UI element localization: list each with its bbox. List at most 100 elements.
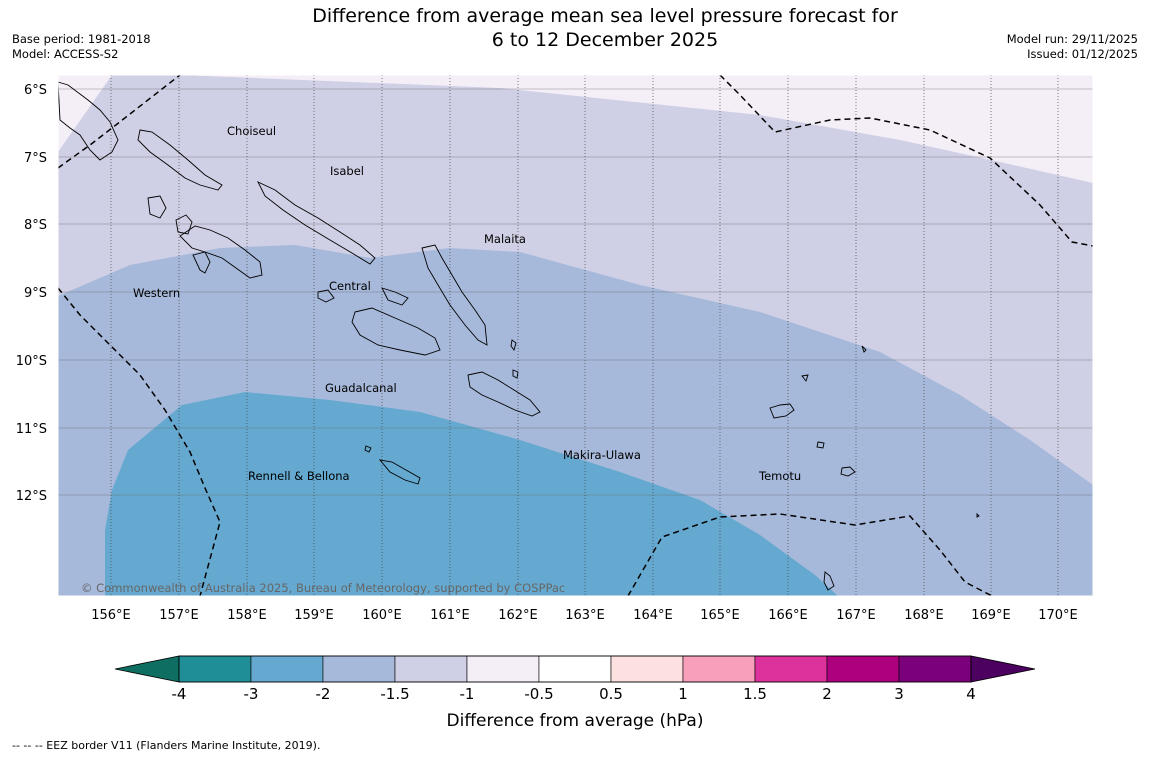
island-outlines <box>57 81 980 591</box>
lon-label-170e: 170°E <box>1038 608 1078 623</box>
lon-label-169e: 169°E <box>971 608 1011 623</box>
lat-label-12s: 12°S <box>16 489 47 504</box>
lon-label-167e: 167°E <box>836 608 876 623</box>
island-bougainville <box>57 81 119 161</box>
island-russell <box>381 287 409 306</box>
island-rennell <box>378 459 421 485</box>
lon-label-156e: 156°E <box>91 608 131 623</box>
latitude-axis: 6°S 7°S 8°S 9°S 10°S 11°S 12°S <box>16 83 47 504</box>
lon-label-168e: 168°E <box>904 608 944 623</box>
model-name: Model: ACCESS-S2 <box>12 47 119 61</box>
eez-border-east <box>719 74 1094 247</box>
lon-label-162e: 162°E <box>498 608 538 623</box>
colorbar-tick-label: 0.5 <box>599 685 623 703</box>
region-label-central: Central <box>329 279 371 293</box>
lat-label-10s: 10°S <box>16 354 47 369</box>
region-label-temotu: Temotu <box>758 469 801 483</box>
colorbar-tick-label: -1.5 <box>380 685 409 703</box>
lon-label-165e: 165°E <box>700 608 740 623</box>
colorbar-swatch <box>826 655 900 683</box>
colorbar-swatch <box>610 655 684 683</box>
island-duff <box>861 345 867 353</box>
eez-borders <box>57 74 1094 597</box>
eez-footnote: -- -- -- EEZ border V11 (Flanders Marine… <box>12 739 321 752</box>
island-isabel <box>257 181 376 265</box>
lon-label-157e: 157°E <box>159 608 199 623</box>
island-makira <box>467 371 541 417</box>
lat-label-9s: 9°S <box>24 286 47 301</box>
title-line-1: Difference from average mean sea level p… <box>312 5 898 27</box>
lon-label-158e: 158°E <box>227 608 267 623</box>
region-label-choiseul: Choiseul <box>227 124 276 138</box>
colorbar-tick-label: -4 <box>172 685 187 703</box>
island-ulawa <box>512 369 519 379</box>
island-vella-lavella <box>147 195 167 219</box>
lat-label-6s: 6°S <box>24 83 47 98</box>
eez-border-south <box>627 513 993 597</box>
colorbar-swatches <box>178 655 972 683</box>
island-kolombangara <box>175 214 193 235</box>
island-anuta <box>823 571 835 591</box>
region-label-guadalcanal: Guadalcanal <box>325 381 397 395</box>
region-label-western: Western <box>133 286 180 300</box>
region-label-isabel: Isabel <box>330 164 364 178</box>
latitude-gridlines <box>58 88 1093 496</box>
lat-label-11s: 11°S <box>16 422 47 437</box>
colorbar-swatch <box>250 655 324 683</box>
colorbar-tick-label: 2 <box>822 685 832 703</box>
issued-date: Issued: 01/12/2025 <box>1027 47 1138 61</box>
lat-label-7s: 7°S <box>24 151 47 166</box>
island-reef-islands <box>801 374 809 382</box>
colorbar-swatch <box>466 655 540 683</box>
base-period: Base period: 1981-2018 <box>12 32 151 46</box>
island-choiseul <box>137 129 223 191</box>
lon-label-163e: 163°E <box>565 608 605 623</box>
eez-border-west <box>57 287 221 597</box>
island-small-malaita <box>510 339 517 351</box>
colorbar-title: Difference from average (hPa) <box>447 711 704 731</box>
colorbar-tick-label: -3 <box>244 685 259 703</box>
map-title: Difference from average mean sea level p… <box>230 4 980 52</box>
colorbar-tick-label: 1.5 <box>743 685 767 703</box>
colorbar-frame <box>178 655 972 683</box>
colorbar-tick-label: -1 <box>460 685 475 703</box>
lon-label-164e: 164°E <box>633 608 673 623</box>
region-label-makira-ulawa: Makira-Ulawa <box>563 448 641 462</box>
island-rendova <box>192 251 211 274</box>
meta-right: Model run: 29/11/2025 Issued: 01/12/2025 <box>1007 32 1138 62</box>
meta-left: Base period: 1981-2018 Model: ACCESS-S2 <box>12 32 151 62</box>
title-line-2: 6 to 12 December 2025 <box>491 29 719 51</box>
lon-label-161e: 161°E <box>430 608 470 623</box>
lon-label-166e: 166°E <box>768 608 808 623</box>
island-tikopia <box>976 512 980 518</box>
eez-border-north-west <box>57 74 181 169</box>
colorbar-tick-labels: -4 -3 -2 -1.5 -1 -0.5 0.5 1 1.5 2 3 4 <box>172 685 976 703</box>
colorbar-swatch <box>754 655 828 683</box>
lon-label-160e: 160°E <box>362 608 402 623</box>
copyright-notice: © Commonwealth of Australia 2025, Bureau… <box>81 581 565 595</box>
longitude-axis: 156°E 157°E 158°E 159°E 160°E 161°E 162°… <box>91 608 1078 623</box>
region-label-malaita: Malaita <box>484 232 526 246</box>
island-guadalcanal <box>351 307 441 356</box>
colorbar-tick-label: 4 <box>966 685 976 703</box>
island-santa-cruz <box>769 403 795 419</box>
colorbar: -4 -3 -2 -1.5 -1 -0.5 0.5 1 1.5 2 3 4 Difference fr… <box>114 655 1036 731</box>
region-labels: Choiseul Isabel Malaita Western Central … <box>133 124 801 483</box>
colorbar-extend-low <box>114 655 180 683</box>
colorbar-swatch <box>322 655 396 683</box>
island-malaita <box>421 244 488 346</box>
pressure-band-minus-2 <box>105 392 838 596</box>
island-vanikoro <box>840 466 856 477</box>
model-run: Model run: 29/11/2025 <box>1006 32 1138 46</box>
colorbar-swatch <box>898 655 972 683</box>
colorbar-extend-high <box>970 655 1036 683</box>
lon-label-159e: 159°E <box>294 608 334 623</box>
lat-label-8s: 8°S <box>24 218 47 233</box>
colorbar-swatch <box>538 655 612 683</box>
region-label-rennell-bellona: Rennell & Bellona <box>248 469 350 483</box>
colorbar-tick-label: 1 <box>678 685 688 703</box>
colorbar-tick-label: 3 <box>894 685 904 703</box>
colorbar-swatch <box>682 655 756 683</box>
map-border <box>57 74 1094 597</box>
